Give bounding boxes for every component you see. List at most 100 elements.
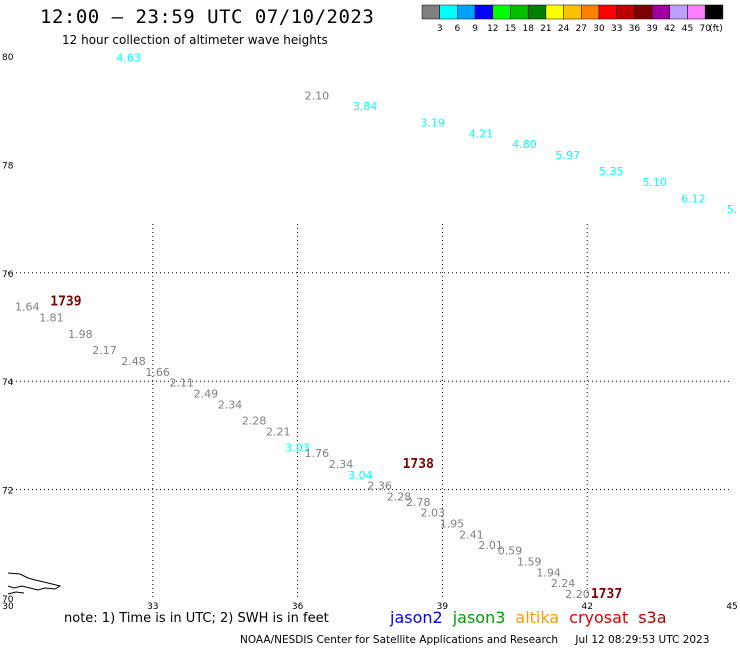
colorbar-swatch bbox=[687, 4, 706, 20]
colorbar-swatch bbox=[581, 4, 600, 20]
wave-height-label: 3.19 bbox=[420, 116, 445, 129]
wave-height-label: 2.20 bbox=[565, 588, 590, 601]
wave-height-label: 4.63 bbox=[116, 51, 141, 64]
time-stamp-label: 1739 bbox=[50, 294, 81, 309]
x-tick-label: 39 bbox=[437, 602, 449, 612]
coastline bbox=[7, 572, 62, 595]
colorbar-label: 30 bbox=[593, 24, 605, 34]
y-tick-label: 78 bbox=[2, 161, 14, 171]
colorbar-label: 27 bbox=[576, 24, 587, 34]
colorbar-label: 45 bbox=[682, 24, 693, 34]
chart-title: 12:00 – 23:59 UTC 07/10/2023 bbox=[40, 6, 375, 28]
x-tick-label: 33 bbox=[147, 602, 158, 612]
wave-height-label: 6.12 bbox=[681, 192, 706, 205]
colorbar-swatch bbox=[439, 4, 458, 20]
wave-height-label: 2.24 bbox=[551, 577, 576, 590]
wave-height-label: 1.64 bbox=[15, 301, 40, 314]
colorbar-unit: (ft) bbox=[709, 24, 723, 34]
wave-height-label: 2.28 bbox=[242, 415, 267, 428]
wave-height-label: 1.76 bbox=[305, 447, 330, 460]
wave-height-label: 2.36 bbox=[367, 480, 392, 493]
satellite-legend: jason2 jason3 altika cryosat s3a bbox=[390, 608, 677, 627]
wave-height-label: 2.48 bbox=[121, 355, 146, 368]
colorbar-label: 12 bbox=[487, 24, 498, 34]
colorbar-swatch bbox=[510, 4, 529, 20]
time-stamp-label: 1738 bbox=[403, 457, 434, 472]
wave-height-label: 1.95 bbox=[440, 518, 465, 531]
wave-height-label: 2.41 bbox=[459, 528, 484, 541]
wave-height-label: 3.04 bbox=[348, 469, 373, 482]
y-tick-label: 74 bbox=[2, 378, 14, 388]
colorbar-swatch bbox=[474, 4, 494, 20]
wave-height-label: 5.35 bbox=[599, 165, 624, 178]
x-tick-label: 30 bbox=[2, 602, 14, 612]
y-tick-label: 72 bbox=[2, 487, 13, 497]
colorbar-label: 33 bbox=[611, 24, 622, 34]
wave-height-label: 4.80 bbox=[512, 138, 537, 151]
wave-height-label: 2.49 bbox=[194, 387, 219, 400]
wave-height-label: 5.10 bbox=[643, 176, 668, 189]
colorbar-swatch bbox=[704, 4, 724, 20]
wave-height-label: 1.66 bbox=[145, 366, 170, 379]
colorbar: 3 6 9 12 15 18 21 24 27 30 33 36 39 42 45 70(ft) bbox=[421, 4, 724, 34]
axis-labels: 70 72 74 76 78 80 30 33 36 39 42 45 bbox=[2, 53, 738, 612]
footer-timestamp: Jul 12 08:29:53 UTC 2023 bbox=[575, 634, 710, 646]
wave-height-label: 5.97 bbox=[556, 149, 581, 162]
colorbar-label: 18 bbox=[522, 24, 534, 34]
colorbar-label: 36 bbox=[629, 24, 641, 34]
colorbar-swatch bbox=[527, 4, 547, 20]
x-tick-label: 45 bbox=[726, 602, 737, 612]
colorbar-swatch bbox=[545, 4, 564, 20]
wave-height-label: 2.21 bbox=[266, 425, 291, 438]
wave-height-label: 3.84 bbox=[353, 100, 378, 113]
note-text: note: 1) Time is in UTC; 2) SWH is in fe… bbox=[64, 611, 329, 626]
colorbar-label: 9 bbox=[472, 24, 478, 34]
colorbar-label: 21 bbox=[540, 24, 551, 34]
footer-center: NOAA/NESDIS Center for Satellite Applica… bbox=[240, 634, 558, 646]
wave-height-label: 3.03 bbox=[285, 442, 310, 455]
wave-height-label: 0.59 bbox=[498, 545, 523, 558]
wave-height-label: 1.81 bbox=[39, 312, 64, 325]
colorbar-label: 24 bbox=[558, 24, 570, 34]
wave-height-label: 1.59 bbox=[517, 555, 542, 568]
colorbar-swatch bbox=[421, 4, 440, 20]
wave-height-label: 5. bbox=[727, 203, 738, 216]
colorbar-swatch bbox=[669, 4, 688, 20]
colorbar-label: 6 bbox=[455, 24, 461, 34]
wave-height-label: 2.34 bbox=[218, 398, 243, 411]
satellite-legend-item: jason3 bbox=[452, 608, 506, 627]
colorbar-swatch bbox=[563, 4, 582, 20]
wave-height-label: 2.28 bbox=[387, 490, 412, 503]
chart-grid bbox=[8, 224, 732, 598]
time-stamps: 1739 1738 1737 bbox=[50, 294, 622, 602]
colorbar-label: 39 bbox=[646, 24, 658, 34]
colorbar-label: 70 bbox=[699, 24, 711, 34]
footer: NOAA/NESDIS Center for Satellite Applica… bbox=[240, 634, 723, 646]
colorbar-label: 3 bbox=[437, 24, 443, 34]
wave-height-label: 2.34 bbox=[329, 458, 354, 471]
y-tick-label: 76 bbox=[2, 270, 14, 280]
wave-height-label: 2.10 bbox=[305, 89, 330, 102]
satellite-legend-item: altika bbox=[515, 608, 560, 627]
colorbar-label: 15 bbox=[505, 24, 516, 34]
colorbar-swatch bbox=[651, 4, 671, 20]
x-tick-label: 42 bbox=[581, 602, 592, 612]
satellite-legend-item: cryosat bbox=[569, 608, 629, 627]
wave-height-label: 4.21 bbox=[469, 127, 494, 140]
y-tick-label: 70 bbox=[2, 595, 14, 605]
satellite-legend-item: jason2 bbox=[390, 608, 443, 627]
y-tick-label: 80 bbox=[2, 53, 14, 63]
x-tick-label: 36 bbox=[292, 602, 304, 612]
time-stamp-label: 1737 bbox=[591, 587, 622, 602]
wave-height-points: 4.63 2.10 3.84 3.19 4.21 4.80 5.97 5.35 5.10 6.12… bbox=[15, 51, 737, 601]
wave-height-label: 2.01 bbox=[478, 539, 503, 552]
colorbar-swatch bbox=[634, 4, 653, 20]
wave-height-label: 2.03 bbox=[420, 507, 445, 520]
colorbar-swatch bbox=[457, 4, 476, 20]
wave-height-label: 1.98 bbox=[68, 328, 93, 341]
wave-height-label: 1.94 bbox=[536, 566, 561, 579]
wave-height-label: 2.78 bbox=[406, 496, 431, 509]
wave-height-label: 2.17 bbox=[92, 344, 117, 357]
satellite-legend-item: s3a bbox=[638, 608, 667, 627]
